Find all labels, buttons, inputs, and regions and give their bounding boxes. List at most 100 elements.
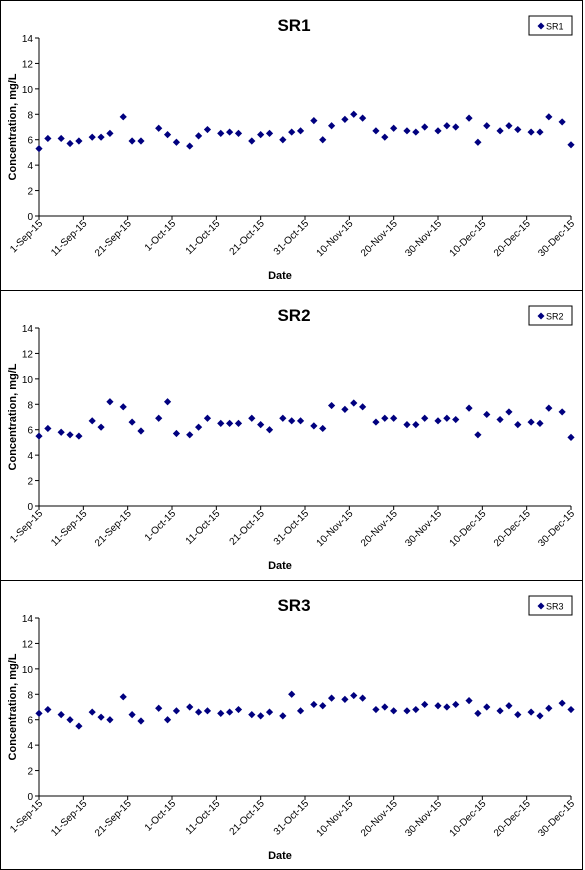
x-axis-title: Date xyxy=(268,560,292,572)
x-tick-label: 31-Oct-15 xyxy=(272,508,312,548)
data-point xyxy=(75,722,83,730)
x-tick-label: 31-Oct-15 xyxy=(272,798,312,838)
data-point xyxy=(514,421,522,429)
y-tick-label: 14 xyxy=(22,324,34,335)
data-point xyxy=(403,707,411,715)
y-tick-label: 14 xyxy=(22,34,34,45)
data-point xyxy=(296,417,305,425)
data-point xyxy=(567,705,575,714)
data-point xyxy=(496,707,504,715)
data-point xyxy=(545,113,553,121)
legend: SR2 xyxy=(528,305,573,326)
y-tick-label: 12 xyxy=(22,639,34,650)
data-point xyxy=(257,421,265,429)
data-point xyxy=(434,417,442,425)
y-tick-label: 0 xyxy=(27,792,33,803)
data-point xyxy=(97,713,105,721)
x-tick-label: 30-Nov-15 xyxy=(403,798,444,839)
data-point xyxy=(465,697,473,705)
data-point xyxy=(172,707,181,715)
x-tick-label: 10-Dec-15 xyxy=(448,508,489,549)
data-point xyxy=(172,429,181,438)
data-point xyxy=(66,139,74,148)
data-point xyxy=(341,405,349,413)
data-point xyxy=(288,417,296,425)
data-point xyxy=(44,705,52,714)
chart-title: SR1 xyxy=(277,16,310,35)
legend-marker xyxy=(537,22,545,30)
data-point xyxy=(106,129,114,137)
data-point xyxy=(137,427,145,435)
x-tick-label: 21-Oct-15 xyxy=(228,218,268,258)
legend-marker xyxy=(537,312,545,320)
y-tick-label: 10 xyxy=(22,375,34,386)
data-point xyxy=(483,703,491,711)
y-tick-label: 6 xyxy=(27,426,33,437)
legend: SR1 xyxy=(528,15,573,36)
data-point xyxy=(421,123,429,131)
data-point xyxy=(265,708,274,716)
data-point xyxy=(505,122,513,130)
data-point xyxy=(403,127,411,135)
data-point xyxy=(359,403,367,411)
data-point xyxy=(97,423,105,431)
data-point xyxy=(412,421,420,429)
data-point xyxy=(443,414,451,422)
data-point xyxy=(341,695,349,703)
data-point xyxy=(217,129,225,137)
x-tick-label: 11-Oct-15 xyxy=(184,508,223,547)
x-tick-label: 20-Nov-15 xyxy=(359,508,400,549)
data-point xyxy=(203,125,212,134)
data-point xyxy=(328,401,336,410)
data-point xyxy=(66,716,74,724)
data-point xyxy=(66,431,74,439)
data-point xyxy=(119,403,127,411)
data-point xyxy=(217,709,225,717)
data-point xyxy=(474,431,482,439)
x-tick-label: 20-Dec-15 xyxy=(492,218,533,259)
data-point xyxy=(88,133,96,141)
chart-panel-sr2: SR2 0 2 4 6 8 10 12 14 Concentration, mg/L 1-Sep-1… xyxy=(0,290,583,581)
data-point xyxy=(155,704,163,712)
data-point xyxy=(328,122,336,130)
data-point xyxy=(536,712,544,720)
data-point xyxy=(465,114,473,122)
data-point xyxy=(44,134,52,143)
data-point xyxy=(226,128,234,136)
data-point xyxy=(128,418,136,426)
data-point xyxy=(452,415,460,424)
y-tick-label: 10 xyxy=(22,85,34,96)
data-point xyxy=(128,711,136,719)
data-point xyxy=(372,127,380,135)
x-tick-label: 30-Dec-15 xyxy=(536,508,577,549)
data-point xyxy=(248,711,256,719)
data-point xyxy=(234,705,243,714)
data-point xyxy=(536,128,544,136)
data-point xyxy=(527,708,535,716)
data-point xyxy=(341,115,349,123)
data-point xyxy=(195,132,203,140)
data-point xyxy=(390,707,398,715)
data-point xyxy=(35,145,43,153)
data-point xyxy=(452,123,460,131)
chart-sr3: SR3 0 2 4 6 8 10 12 14 Concentration, mg/L 1-Sep-1… xyxy=(7,595,577,862)
data-point xyxy=(226,419,234,427)
x-tick-label: 10-Nov-15 xyxy=(315,798,356,839)
x-tick-label: 31-Oct-15 xyxy=(272,218,312,258)
y-tick-label: 4 xyxy=(27,451,33,462)
data-point xyxy=(310,700,318,709)
y-tick-label: 2 xyxy=(27,767,33,778)
data-point xyxy=(421,700,429,709)
x-tick-label: 30-Nov-15 xyxy=(403,218,444,259)
x-tick-label: 21-Sep-15 xyxy=(93,508,134,549)
data-point xyxy=(195,423,203,431)
x-tick-label: 11-Sep-15 xyxy=(49,218,90,259)
x-tick-label: 1-Sep-15 xyxy=(8,218,45,255)
data-point xyxy=(217,419,225,427)
data-point xyxy=(514,125,522,134)
data-point xyxy=(328,694,336,702)
data-point xyxy=(443,703,451,711)
x-tick-label: 20-Dec-15 xyxy=(492,798,533,839)
data-point xyxy=(381,703,389,711)
data-point xyxy=(44,424,52,433)
